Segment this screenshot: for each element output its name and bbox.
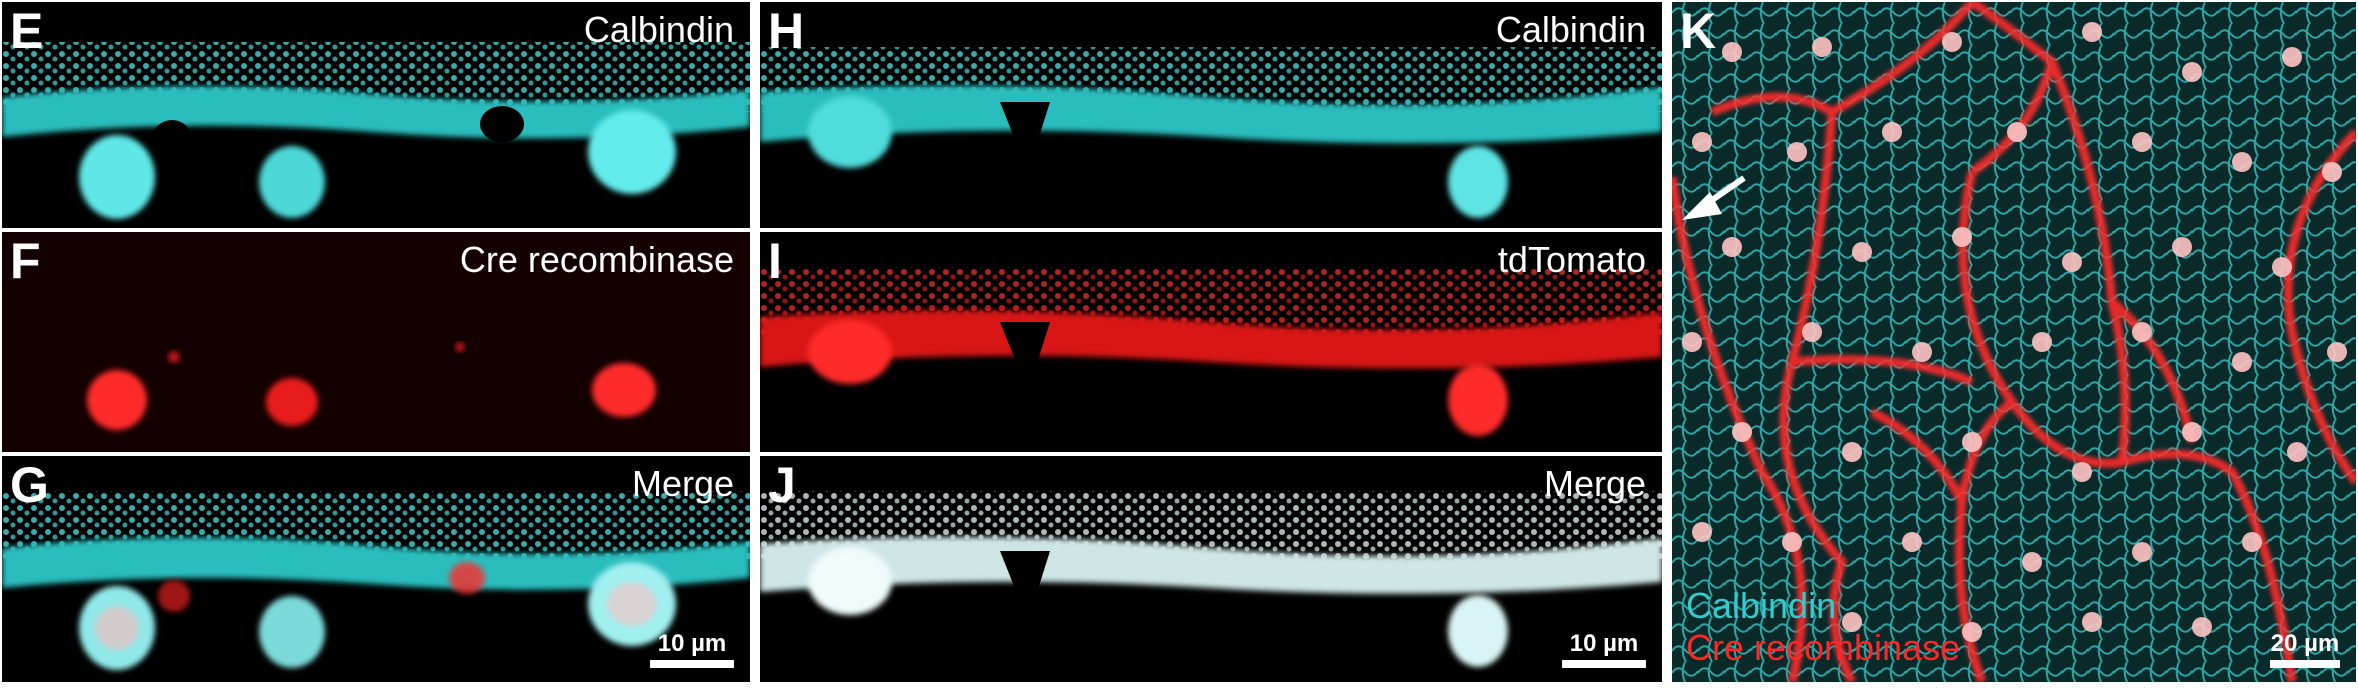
panel-g-scale-text: 10 µm: [658, 630, 727, 657]
panel-i: I tdTomato: [760, 232, 1662, 452]
panel-j-label: Merge: [1544, 466, 1646, 502]
panel-k: K Calbindin Cre recombinase 20 µm: [1672, 2, 2356, 682]
panel-k-legend: Calbindin Cre recombinase: [1686, 585, 1960, 668]
panel-j-scale-text: 10 µm: [1570, 630, 1639, 657]
panel-h-label: Calbindin: [1496, 12, 1646, 48]
panel-k-legend-calbindin: Calbindin: [1686, 585, 1960, 626]
panel-k-scale-bar: 20 µm: [2270, 632, 2340, 668]
panel-f: F Cre recombinase: [2, 232, 750, 452]
panel-f-letter: F: [10, 236, 41, 286]
panel-g-scale-line: [650, 660, 734, 668]
panel-j-letter: J: [768, 460, 796, 510]
panel-j-image: [760, 456, 1662, 682]
panel-j: J Merge 10 µm: [760, 456, 1662, 682]
panel-e: E Calbindin: [2, 2, 750, 228]
panel-g: G Merge 10 µm: [2, 456, 750, 682]
panel-e-label: Calbindin: [584, 12, 734, 48]
panel-k-scale-text: 20 µm: [2271, 630, 2340, 657]
panel-j-scale-bar: 10 µm: [1562, 632, 1646, 668]
panel-g-letter: G: [10, 460, 49, 510]
panel-h: H Calbindin: [760, 2, 1662, 228]
panel-k-scale-line: [2270, 660, 2340, 668]
panel-h-letter: H: [768, 6, 804, 56]
panel-e-letter: E: [10, 6, 43, 56]
panel-j-scale-line: [1562, 660, 1646, 668]
panel-f-label: Cre recombinase: [460, 242, 734, 278]
panel-i-label: tdTomato: [1498, 242, 1646, 278]
panel-i-letter: I: [768, 236, 782, 286]
panel-g-scale-bar: 10 µm: [650, 632, 734, 668]
panel-k-letter: K: [1680, 6, 1716, 56]
panel-k-legend-cre: Cre recombinase: [1686, 627, 1960, 668]
panel-g-label: Merge: [632, 466, 734, 502]
panel-k-image: [1672, 2, 2356, 682]
